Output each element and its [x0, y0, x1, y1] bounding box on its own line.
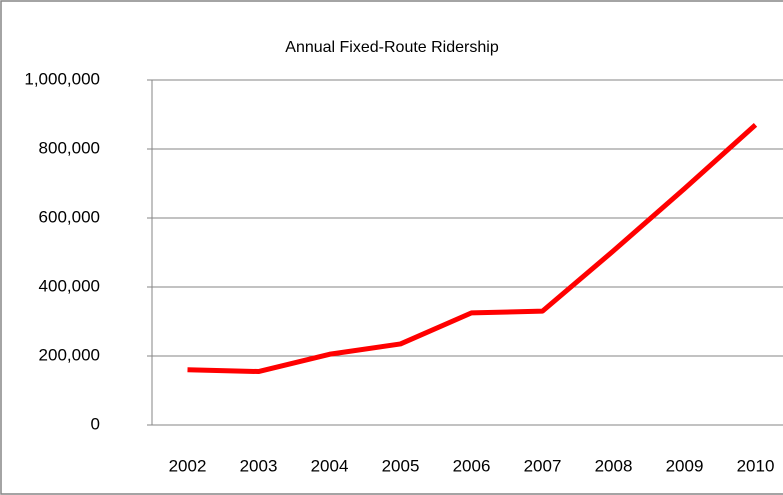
x-tick-label: 2010: [737, 456, 775, 475]
x-tick-label: 2007: [524, 456, 562, 475]
x-tick-label: 2002: [169, 456, 207, 475]
chart-title: Annual Fixed-Route Ridership: [285, 39, 499, 56]
x-tick-label: 2006: [453, 456, 491, 475]
x-tick-label: 2009: [666, 456, 704, 475]
y-tick-label: 600,000: [39, 207, 100, 226]
y-tick-label: 800,000: [39, 138, 100, 157]
x-tick-label: 2003: [240, 456, 278, 475]
y-tick-label: 1,000,000: [24, 69, 100, 88]
x-tick-label: 2005: [382, 456, 420, 475]
y-tick-label: 200,000: [39, 345, 100, 364]
x-tick-label: 2008: [595, 456, 633, 475]
y-tick-label: 0: [91, 414, 100, 433]
line-series: [187, 122, 758, 375]
x-tick-label: 2004: [311, 456, 349, 475]
y-tick-label: 400,000: [39, 276, 100, 295]
